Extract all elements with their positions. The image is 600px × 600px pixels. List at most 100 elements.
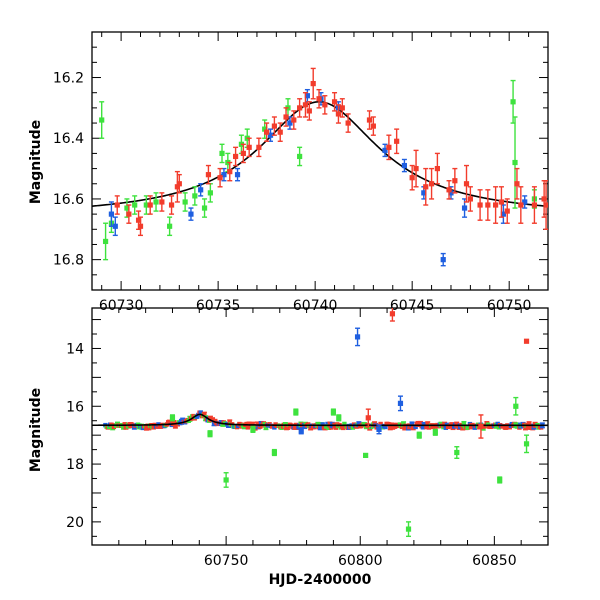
data-point xyxy=(497,477,503,483)
data-point xyxy=(428,181,435,187)
data-point xyxy=(220,422,225,427)
data-point xyxy=(232,153,239,160)
data-point xyxy=(440,257,446,263)
data-point xyxy=(485,202,491,208)
bottom-xlabel: HJD-2400000 xyxy=(269,572,372,588)
x-tick-label: 60800 xyxy=(338,553,383,569)
model-curve xyxy=(92,101,548,208)
data-point xyxy=(277,129,283,135)
data-point xyxy=(198,410,203,415)
data-point xyxy=(205,172,212,178)
y-tick-label: 16.2 xyxy=(53,71,84,87)
data-point xyxy=(147,202,153,208)
y-tick-label: 14 xyxy=(66,341,84,357)
data-point xyxy=(416,432,422,438)
data-point xyxy=(461,421,467,427)
data-point xyxy=(463,181,470,187)
data-point xyxy=(168,420,173,425)
data-point xyxy=(169,415,176,421)
data-point xyxy=(370,123,376,129)
data-point xyxy=(466,424,471,430)
data-point xyxy=(405,526,412,532)
data-point xyxy=(322,102,328,108)
data-point xyxy=(382,147,388,153)
data-point xyxy=(250,426,256,432)
data-point xyxy=(121,424,126,429)
data-point xyxy=(198,187,204,193)
y-tick-label: 20 xyxy=(66,515,84,531)
data-point xyxy=(176,181,182,187)
data-point xyxy=(168,202,175,208)
data-point xyxy=(467,196,473,202)
data-point xyxy=(394,138,400,144)
top-panel: 60730 60735 60740 60745 60750 16.2 16.4 16.6 16.… xyxy=(53,31,549,314)
data-point xyxy=(240,150,246,157)
y-tick-label: 16.4 xyxy=(53,131,84,147)
data-point xyxy=(182,199,188,205)
data-point xyxy=(102,238,109,245)
data-point xyxy=(383,424,388,430)
data-point xyxy=(461,205,468,211)
data-point xyxy=(389,311,396,317)
data-point xyxy=(172,420,177,425)
data-point xyxy=(112,223,118,229)
data-point xyxy=(523,441,530,447)
data-point xyxy=(336,415,342,421)
data-point xyxy=(397,400,404,406)
data-point xyxy=(304,93,310,99)
data-point xyxy=(297,105,303,111)
data-point xyxy=(324,424,329,429)
data-point xyxy=(376,426,382,432)
top-ylabel: Magnitude xyxy=(28,120,44,204)
data-point xyxy=(316,96,322,102)
data-point xyxy=(460,425,465,430)
y-tick-label: 16.8 xyxy=(53,253,84,269)
plot-area xyxy=(92,308,548,538)
data-point xyxy=(271,123,277,129)
data-point xyxy=(366,117,373,123)
model-curve xyxy=(92,413,548,427)
data-point xyxy=(401,162,408,169)
data-point xyxy=(335,111,342,117)
data-point xyxy=(493,202,499,208)
data-point xyxy=(478,423,484,430)
data-point xyxy=(126,211,132,217)
data-point xyxy=(354,334,361,340)
y-tick-label: 16 xyxy=(66,399,84,415)
data-point xyxy=(201,205,208,211)
data-point xyxy=(151,425,156,430)
data-point xyxy=(159,199,165,205)
plot-frame xyxy=(91,31,549,291)
data-point xyxy=(513,403,519,409)
data-point xyxy=(256,144,262,150)
data-point xyxy=(518,202,524,208)
data-point xyxy=(342,421,347,427)
data-point xyxy=(262,126,268,132)
data-point xyxy=(345,120,351,126)
data-point xyxy=(188,211,194,217)
data-point xyxy=(423,184,429,190)
data-point xyxy=(272,425,277,430)
data-point xyxy=(418,421,423,427)
data-point xyxy=(143,202,149,208)
data-point xyxy=(454,449,460,456)
data-point xyxy=(512,159,518,166)
data-point xyxy=(386,144,392,150)
data-point xyxy=(207,190,213,196)
data-point xyxy=(242,424,247,430)
data-point xyxy=(543,202,548,208)
data-point xyxy=(223,477,229,483)
data-point xyxy=(153,199,159,205)
data-point xyxy=(267,132,274,138)
data-point xyxy=(271,449,277,456)
y-tick-label: 18 xyxy=(66,457,84,473)
data-point xyxy=(234,172,241,178)
data-point xyxy=(99,117,105,123)
x-tick-label: 60750 xyxy=(204,553,249,569)
data-point xyxy=(135,217,142,223)
data-point xyxy=(124,205,130,211)
data-point xyxy=(167,223,173,229)
data-point xyxy=(503,425,509,430)
data-point xyxy=(202,412,207,417)
